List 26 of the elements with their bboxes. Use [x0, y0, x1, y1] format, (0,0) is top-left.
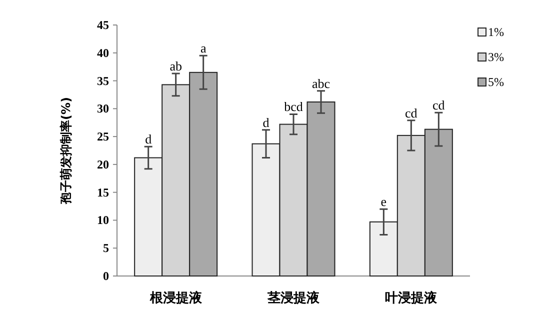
- data-label: cd: [432, 98, 446, 113]
- x-tick-label: 茎浸提液: [266, 290, 320, 306]
- data-label: d: [145, 132, 152, 147]
- data-label: ab: [170, 58, 182, 74]
- legend-label: 5%: [488, 75, 504, 89]
- y-tick-label: 15: [97, 185, 109, 200]
- data-label: bcd: [284, 99, 304, 114]
- legend-label: 1%: [488, 25, 504, 39]
- y-tick-label: 30: [97, 102, 109, 116]
- y-tick-label: 10: [97, 213, 109, 228]
- y-tick-label: 0: [103, 269, 109, 283]
- y-tick-label: 40: [97, 46, 109, 60]
- data-label: a: [200, 40, 206, 56]
- y-tick-label: 5: [103, 241, 109, 256]
- y-tick-label: 25: [97, 130, 109, 144]
- y-axis-title: 孢子萌发抑制率(%): [59, 97, 73, 205]
- x-tick-label: 根浸提液: [148, 290, 203, 306]
- legend-label: 3%: [488, 50, 504, 64]
- x-tick-label: 叶浸提液: [385, 290, 438, 306]
- data-label: e: [380, 194, 387, 210]
- y-tick-label: 20: [97, 157, 109, 172]
- data-label: cd: [405, 105, 418, 120]
- data-label: abc: [312, 76, 330, 91]
- y-tick-label: 35: [97, 74, 109, 88]
- y-tick-label: 45: [97, 18, 109, 32]
- data-label: d: [262, 114, 270, 130]
